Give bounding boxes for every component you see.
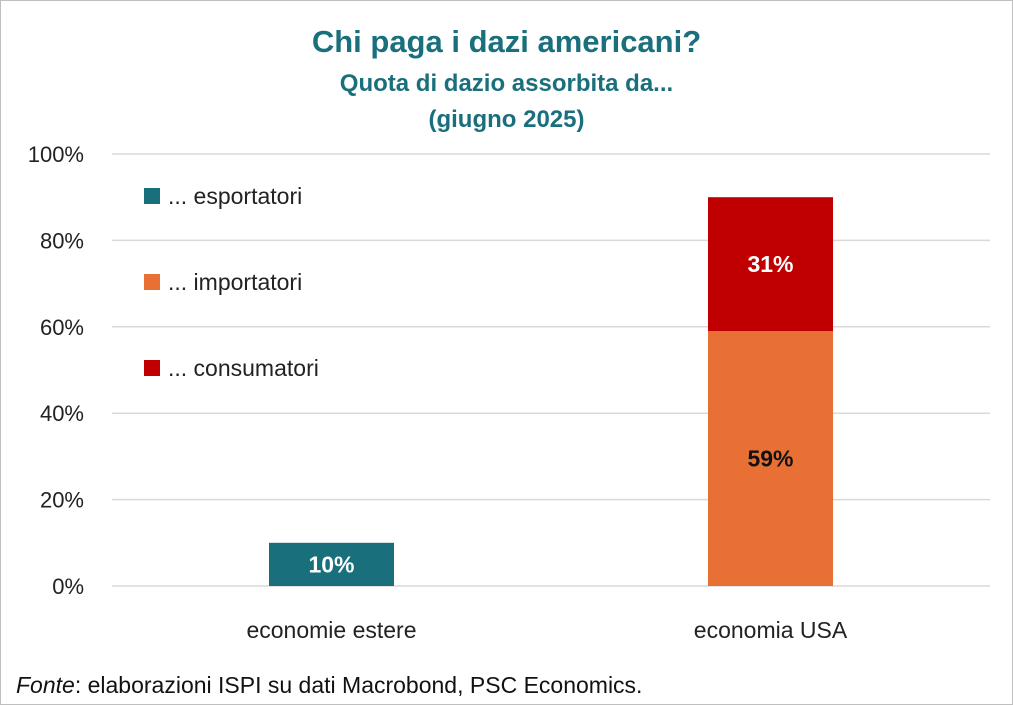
y-tick-label: 60% [40, 315, 84, 340]
y-axis-ticks: 0% 20% 40% 60% 80% 100% [28, 142, 84, 599]
legend-label: ... consumatori [168, 355, 319, 381]
data-label: 59% [747, 446, 793, 472]
source-note: Fonte: elaborazioni ISPI su dati Macrobo… [16, 672, 642, 699]
bar-segment [708, 331, 833, 586]
data-label: 10% [308, 551, 354, 577]
legend-swatch [144, 274, 160, 290]
legend-label: ... importatori [168, 269, 302, 295]
y-tick-label: 40% [40, 401, 84, 426]
chart-subtitle: Quota di dazio assorbita da... [339, 70, 674, 97]
bar-segment [269, 542, 394, 586]
x-axis-categories: economie estere economia USA [246, 617, 847, 643]
y-tick-label: 80% [40, 228, 84, 253]
legend-swatch [144, 360, 160, 376]
bars [269, 197, 833, 586]
legend-label: ... esportatori [168, 183, 302, 209]
y-tick-label: 20% [40, 488, 84, 513]
x-category-label: economia USA [694, 617, 848, 643]
y-tick-label: 0% [52, 574, 84, 599]
legend-swatch [144, 188, 160, 204]
x-category-label: economie estere [246, 617, 416, 643]
bar-segment [708, 197, 833, 332]
chart-subtitle-date: (giugno 2025) [428, 106, 585, 133]
data-label: 31% [747, 251, 793, 277]
source-text: : elaborazioni ISPI su dati Macrobond, P… [74, 672, 643, 698]
legend: ... esportatori ... importatori ... consum… [144, 183, 319, 381]
chart-title: Chi paga i dazi americani? [311, 24, 702, 59]
gridlines [112, 153, 990, 587]
source-label: Fonte [16, 672, 75, 698]
data-labels: 10% 59% 31% [308, 251, 793, 577]
y-tick-label: 100% [28, 142, 84, 167]
